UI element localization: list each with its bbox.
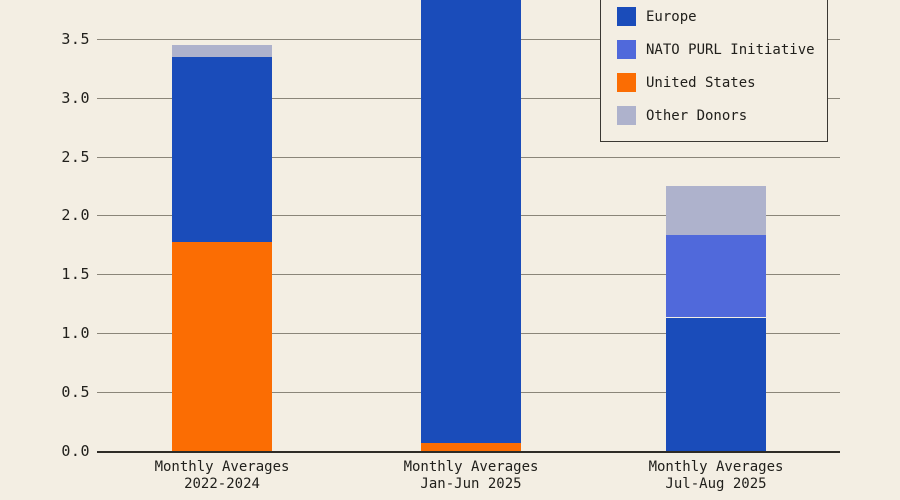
y-tick-label: 1.5 [61, 265, 90, 283]
bar-2-segment-europe [421, 0, 521, 443]
legend-swatch-other-donors-icon [617, 106, 636, 125]
y-tick-label: 0.0 [61, 442, 90, 460]
legend-item-other-donors: Other Donors [617, 104, 811, 127]
legend-item-label: Other Donors [646, 107, 748, 124]
y-tick-label: 2.5 [61, 148, 90, 166]
x-category-label: Monthly Averages 2022-2024 [154, 459, 290, 492]
legend-swatch-united-states-icon [617, 73, 636, 92]
bar-3-segment-europe [666, 318, 766, 451]
legend-swatch-nato-purl-initiative-icon [617, 40, 636, 59]
legend-item-europe: Europe [617, 5, 811, 28]
bar-3-segment-other-donors [666, 186, 766, 235]
legend: Europe NATO PURL Initiative United States O… [600, 0, 828, 142]
legend-item-nato-purl-initiative: NATO PURL Initiative [617, 38, 815, 61]
y-tick-label: 0.5 [61, 383, 90, 401]
y-tick-label: 3.5 [61, 30, 90, 48]
bar-1-segment-europe [172, 56, 272, 242]
x-category-label: Monthly Averages Jul-Aug 2025 [648, 459, 784, 492]
bar-1-segment-other-donors [172, 45, 272, 57]
bar-1-segment-united-states [172, 242, 272, 451]
legend-swatch-europe-icon [617, 7, 636, 26]
bar-3-segment-nato-purl-initiative [666, 235, 766, 317]
legend-item-label: Europe [646, 8, 697, 25]
legend-item-united-states: United States [617, 71, 811, 94]
bar-2-segment-united-states [421, 443, 521, 451]
y-tick-label: 1.0 [61, 324, 90, 342]
legend-item-label: NATO PURL Initiative [646, 41, 815, 58]
x-category-label: Monthly Averages Jan-Jun 2025 [403, 459, 539, 492]
y-tick-label: 2.0 [61, 206, 90, 224]
x-axis-line [97, 451, 840, 453]
y-tick-label: 3.0 [61, 89, 90, 107]
legend-item-label: United States [646, 74, 756, 91]
